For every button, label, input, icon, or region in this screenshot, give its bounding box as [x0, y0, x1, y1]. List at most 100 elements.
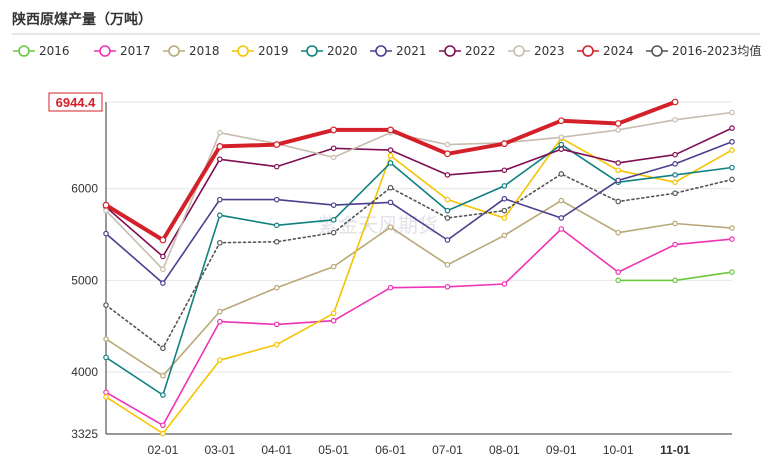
data-point-2019[interactable] [387, 152, 394, 159]
legend-item-2023[interactable]: 2023 [508, 44, 565, 58]
data-point-2024[interactable] [387, 126, 394, 134]
data-point-2020[interactable] [672, 172, 678, 178]
data-point-2018[interactable] [217, 308, 223, 315]
data-point-2018[interactable] [444, 261, 451, 268]
data-point-2023[interactable] [558, 134, 565, 141]
data-point-2018[interactable] [501, 232, 508, 239]
data-point-2020[interactable] [103, 354, 109, 361]
legend-item-2021[interactable]: 2021 [370, 44, 427, 58]
data-point-2022[interactable] [217, 156, 223, 163]
data-point-2016-2023[interactable] [103, 302, 109, 308]
data-point-2016-2023[interactable] [217, 239, 223, 246]
legend-item-2024[interactable]: 2024 [577, 44, 634, 58]
data-point-2023[interactable] [217, 129, 223, 136]
legend-item-2016[interactable]: 2016 [13, 44, 70, 58]
legend-item-2022[interactable]: 2022 [439, 44, 496, 58]
data-point-2019[interactable] [501, 215, 508, 221]
data-point-2018[interactable] [103, 336, 109, 342]
data-point-2022[interactable] [444, 172, 451, 178]
data-point-2022[interactable] [273, 163, 280, 170]
data-point-2020[interactable] [729, 164, 735, 171]
data-point-2023[interactable] [103, 207, 109, 214]
data-point-2024[interactable] [159, 236, 167, 244]
data-point-2021[interactable] [330, 202, 337, 208]
data-point-2023[interactable] [160, 266, 166, 273]
data-point-2024[interactable] [614, 120, 622, 127]
data-point-2019[interactable] [273, 341, 280, 348]
data-point-2016[interactable] [672, 277, 678, 284]
data-point-2016-2023[interactable] [501, 207, 508, 214]
data-point-2016[interactable] [615, 277, 621, 284]
legend-item-2016-2023[interactable]: 2016-2023均值 [646, 43, 761, 58]
data-point-2016-2023[interactable] [729, 176, 735, 183]
data-point-2019[interactable] [672, 179, 678, 186]
data-point-2018[interactable] [672, 220, 678, 227]
data-point-2021[interactable] [729, 139, 735, 145]
data-point-2021[interactable] [273, 196, 280, 203]
data-point-2022[interactable] [558, 146, 565, 152]
data-point-2021[interactable] [558, 215, 565, 221]
data-point-2019[interactable] [103, 394, 109, 400]
data-point-2020[interactable] [558, 141, 565, 148]
data-point-2017[interactable] [160, 422, 166, 429]
legend-item-2017[interactable]: 2017 [94, 44, 151, 58]
data-point-2023[interactable] [672, 117, 678, 123]
data-point-2020[interactable] [330, 217, 337, 223]
legend-item-2019[interactable]: 2019 [232, 44, 289, 58]
data-point-2016-2023[interactable] [387, 184, 394, 191]
legend-item-2018[interactable]: 2018 [163, 44, 220, 58]
data-point-2024[interactable] [671, 98, 679, 106]
data-point-2024[interactable] [444, 150, 451, 158]
data-point-2017[interactable] [330, 317, 337, 324]
data-point-2020[interactable] [160, 392, 166, 398]
data-point-2019[interactable] [444, 196, 451, 203]
data-point-2016-2023[interactable] [330, 229, 337, 236]
data-point-2024[interactable] [500, 140, 508, 148]
data-point-2019[interactable] [729, 147, 735, 153]
data-point-2018[interactable] [330, 263, 337, 270]
data-point-2020[interactable] [387, 160, 394, 166]
data-point-2020[interactable] [444, 207, 451, 214]
data-point-2021[interactable] [672, 161, 678, 167]
data-point-2019[interactable] [217, 357, 223, 363]
data-point-2017[interactable] [558, 226, 565, 232]
data-point-2024[interactable] [216, 143, 224, 150]
data-point-2021[interactable] [103, 230, 109, 237]
data-point-2020[interactable] [273, 222, 280, 229]
data-point-2022[interactable] [160, 253, 166, 260]
data-point-2021[interactable] [217, 196, 223, 203]
data-point-2024[interactable] [330, 126, 338, 134]
data-point-2016-2023[interactable] [615, 198, 621, 205]
data-point-2017[interactable] [729, 236, 735, 242]
data-point-2022[interactable] [330, 145, 337, 152]
data-point-2016-2023[interactable] [160, 345, 166, 352]
data-point-2017[interactable] [273, 321, 280, 328]
data-point-2021[interactable] [444, 237, 451, 243]
data-point-2017[interactable] [615, 269, 621, 275]
data-point-2019[interactable] [330, 310, 337, 317]
data-point-2021[interactable] [615, 177, 621, 184]
data-point-2017[interactable] [387, 284, 394, 291]
data-point-2022[interactable] [387, 147, 394, 153]
data-point-2022[interactable] [501, 167, 508, 174]
data-point-2019[interactable] [160, 430, 166, 437]
data-point-2024[interactable] [102, 201, 110, 209]
data-point-2016-2023[interactable] [672, 190, 678, 197]
data-point-2018[interactable] [558, 197, 565, 204]
data-point-2018[interactable] [273, 284, 280, 291]
data-point-2022[interactable] [672, 151, 678, 158]
data-point-2023[interactable] [444, 141, 451, 148]
data-point-2021[interactable] [160, 280, 166, 286]
data-point-2018[interactable] [729, 225, 735, 231]
data-point-2016-2023[interactable] [558, 171, 565, 177]
data-point-2023[interactable] [729, 109, 735, 116]
data-point-2017[interactable] [501, 281, 508, 287]
data-point-2024[interactable] [557, 117, 565, 125]
data-point-2024[interactable] [273, 141, 281, 148]
data-point-2021[interactable] [387, 199, 394, 206]
data-point-2022[interactable] [615, 160, 621, 166]
data-point-2017[interactable] [217, 318, 223, 325]
data-point-2022[interactable] [729, 125, 735, 131]
data-point-2016[interactable] [729, 269, 735, 275]
legend-item-2020[interactable]: 2020 [301, 44, 358, 58]
